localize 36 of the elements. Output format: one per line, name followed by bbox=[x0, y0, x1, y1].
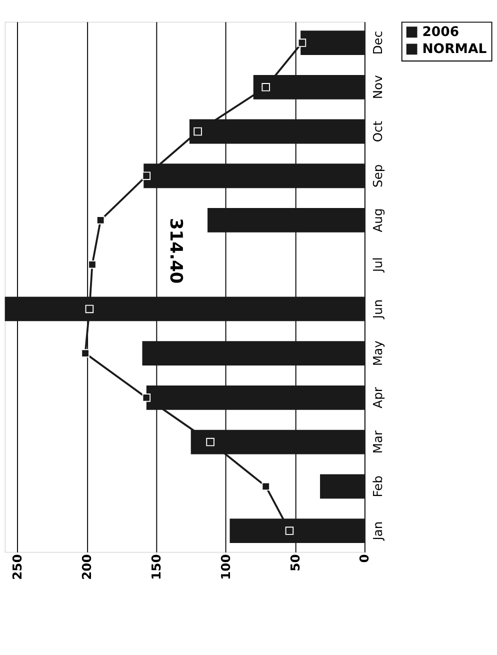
y-tick-label: Aug bbox=[370, 208, 385, 232]
point bbox=[85, 304, 94, 314]
bar bbox=[208, 208, 364, 232]
y-tick-label: Jul bbox=[370, 257, 385, 274]
point bbox=[142, 172, 151, 180]
annotation: 314.40 bbox=[165, 218, 186, 284]
point bbox=[194, 127, 202, 136]
y-tick-label: Apr bbox=[370, 386, 385, 408]
y-tick-label: Sep bbox=[370, 164, 385, 188]
point bbox=[81, 349, 90, 358]
y-tick-label: Dec bbox=[370, 30, 385, 55]
y-tick-label: Jun bbox=[370, 299, 385, 320]
x-tick-label: 100 bbox=[218, 554, 233, 580]
bar bbox=[142, 341, 364, 366]
bar bbox=[320, 474, 364, 499]
point bbox=[88, 260, 96, 269]
y-tick-label: Mar bbox=[370, 430, 385, 454]
point bbox=[298, 38, 306, 47]
y-tick-label: May bbox=[370, 340, 385, 366]
y-tick-label: Nov bbox=[370, 75, 385, 100]
y-tick-label: Oct bbox=[370, 120, 385, 142]
x-tick-label: 250 bbox=[10, 554, 24, 580]
point bbox=[142, 394, 151, 402]
x-tick-label: 50 bbox=[288, 554, 302, 572]
point bbox=[285, 526, 294, 535]
x-tick-label: 0 bbox=[358, 554, 372, 563]
point bbox=[96, 216, 105, 224]
x-tick-label: 200 bbox=[80, 554, 94, 580]
point bbox=[262, 83, 270, 92]
point bbox=[262, 482, 270, 491]
y-tick-label: Jan bbox=[370, 521, 385, 542]
y-tick-label: Feb bbox=[370, 475, 385, 498]
point bbox=[206, 438, 214, 446]
legend-label: NORMAL bbox=[422, 42, 488, 57]
legend-label: 2006 bbox=[422, 24, 460, 40]
x-tick-label: 150 bbox=[149, 554, 164, 580]
